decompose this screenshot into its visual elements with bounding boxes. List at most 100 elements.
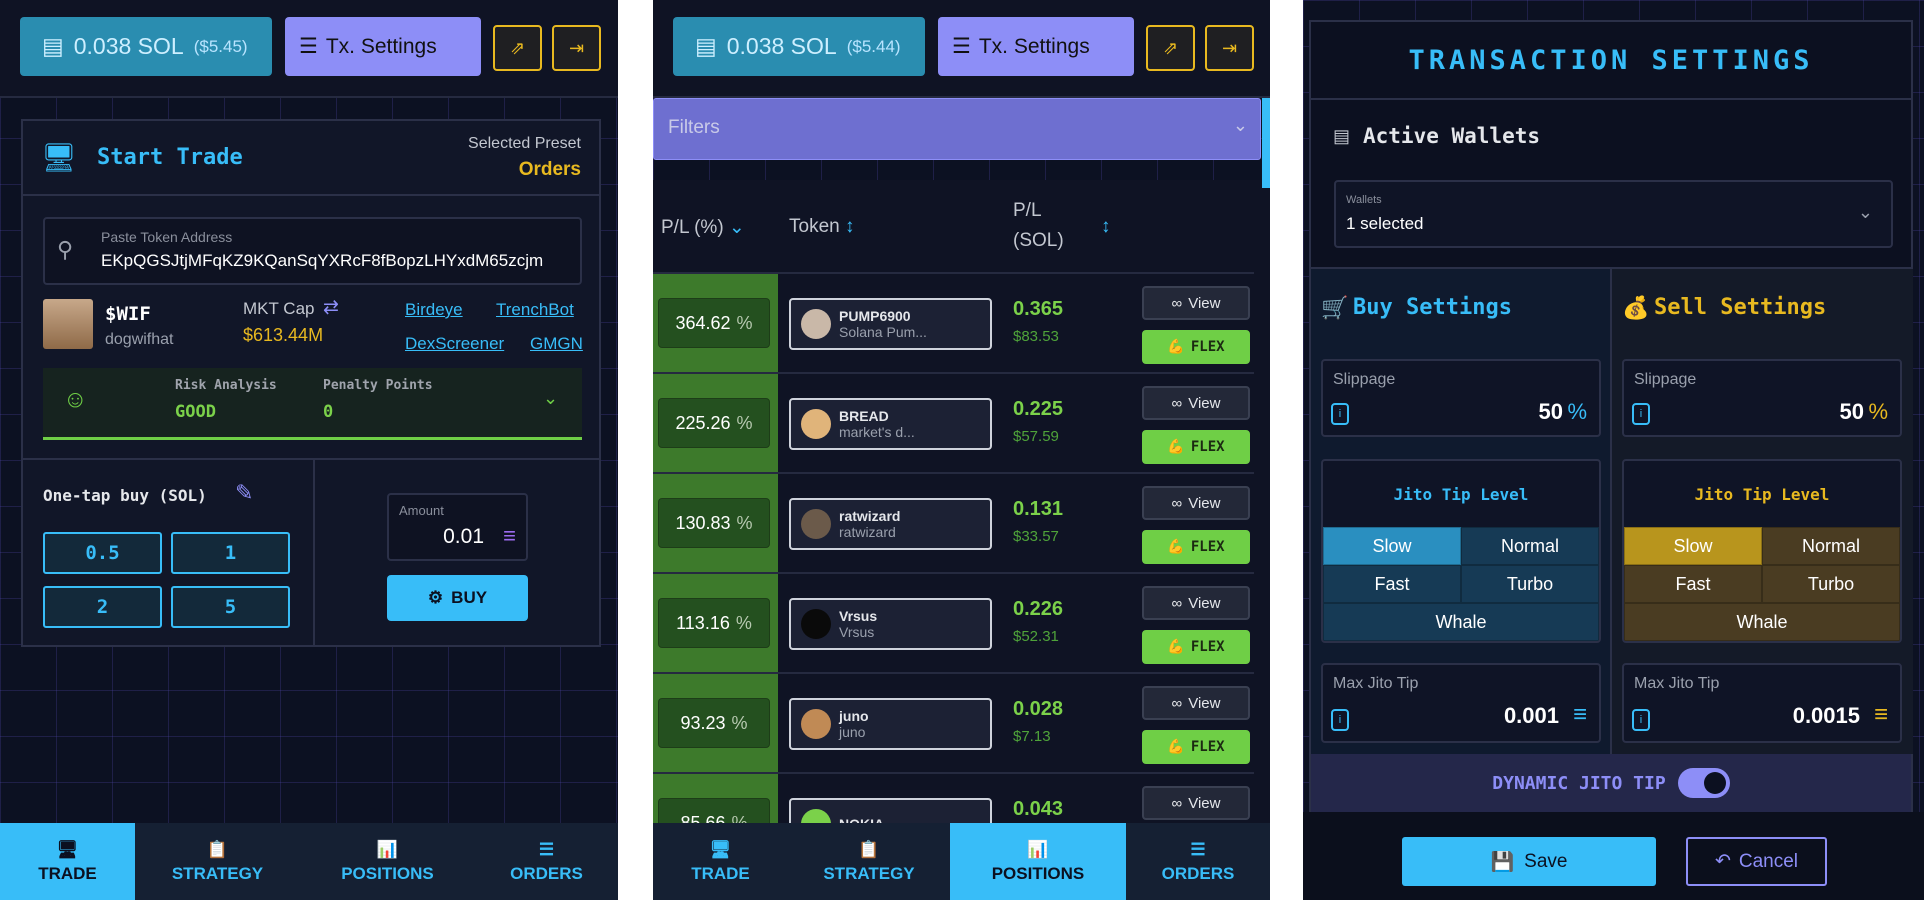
jito-level-whale[interactable]: Whale: [1624, 603, 1900, 641]
trade-monitor-icon: 🖥: [41, 142, 77, 173]
jito-level-fast[interactable]: Fast: [1624, 565, 1762, 603]
preset-value[interactable]: Orders: [518, 159, 581, 180]
tab-orders[interactable]: ☰ ORDERS: [475, 823, 618, 900]
pencil-icon[interactable]: ✎: [235, 480, 254, 505]
save-button[interactable]: 💾 Save: [1402, 837, 1656, 886]
quick-buy-2[interactable]: 2: [43, 586, 162, 628]
pl-pct-badge: 85.66%: [658, 798, 770, 823]
column-pl-pct[interactable]: P/L (%) ⌄: [661, 216, 745, 239]
jito-level-turbo[interactable]: Turbo: [1461, 565, 1599, 603]
max-tip-label: Max Jito Tip: [1333, 675, 1419, 692]
chevron-down-icon[interactable]: ⌄: [543, 388, 559, 408]
sell-slippage-input[interactable]: Slippage i 50 %: [1622, 359, 1902, 437]
tab-orders[interactable]: ☰ ORDERS: [1126, 823, 1270, 900]
link-gmgn[interactable]: GMGN: [530, 334, 583, 353]
view-label: View: [1188, 394, 1221, 412]
cancel-button[interactable]: ↶ Cancel: [1686, 837, 1827, 886]
floppy-disk-icon: 💾: [1490, 851, 1515, 873]
popout-icon[interactable]: ⇗: [1146, 25, 1195, 71]
transaction-settings-screen: TRANSACTION SETTINGS ▤ Active Wallets Wa…: [1303, 0, 1924, 900]
view-button[interactable]: ∞ View: [1142, 686, 1250, 720]
flex-button[interactable]: 💪 FLEX: [1142, 330, 1250, 364]
quick-buy-1[interactable]: 1: [171, 532, 290, 574]
flex-button[interactable]: 💪 FLEX: [1142, 730, 1250, 764]
tab-strategy[interactable]: 📋 STRATEGY: [135, 823, 300, 900]
pl-usd-value: $33.57: [1013, 528, 1059, 545]
buy-max-jito-tip-input[interactable]: Max Jito Tip i 0.001 ≡: [1321, 663, 1601, 743]
info-icon[interactable]: i: [1331, 403, 1349, 425]
scrollbar[interactable]: [1262, 98, 1270, 823]
binoculars-icon: ∞: [1171, 794, 1183, 812]
percent-sign: %: [731, 712, 748, 733]
jito-level-fast[interactable]: Fast: [1323, 565, 1461, 603]
undo-icon: ↶: [1714, 851, 1731, 872]
flex-button[interactable]: 💪 FLEX: [1142, 630, 1250, 664]
jito-level-whale[interactable]: Whale: [1323, 603, 1599, 641]
sidebar-toggle-icon[interactable]: ⇥: [552, 25, 601, 71]
max-tip-label: Max Jito Tip: [1634, 675, 1720, 692]
clipboard-icon: 📋: [858, 839, 880, 859]
jito-level-normal[interactable]: Normal: [1762, 527, 1900, 565]
quick-buy-5[interactable]: 5: [171, 586, 290, 628]
risk-analysis-bar[interactable]: ☺ Risk Analysis GOOD Penalty Points 0 ⌄: [43, 368, 582, 440]
wallet-balance-button[interactable]: ▤ 0.038 SOL ($5.45): [20, 17, 272, 76]
link-dexscreener[interactable]: DexScreener: [405, 334, 505, 353]
pl-cell: 130.83%: [653, 474, 778, 572]
tab-positions[interactable]: 📊 POSITIONS: [300, 823, 475, 900]
jito-level-slow[interactable]: Slow: [1624, 527, 1762, 565]
tab-trade[interactable]: 🖥 TRADE: [653, 823, 788, 900]
jito-level-slow[interactable]: Slow: [1323, 527, 1461, 565]
view-button[interactable]: ∞ View: [1142, 486, 1250, 520]
wallet-balance-button[interactable]: ▤ 0.038 SOL ($5.44): [673, 17, 925, 76]
tab-strategy[interactable]: 📋 STRATEGY: [788, 823, 950, 900]
jito-level-normal[interactable]: Normal: [1461, 527, 1599, 565]
filters-dropdown[interactable]: Filters ⌄: [653, 98, 1261, 160]
jito-level-turbo[interactable]: Turbo: [1762, 565, 1900, 603]
popout-icon[interactable]: ⇗: [493, 25, 542, 71]
binoculars-icon: ∞: [1171, 494, 1183, 512]
view-button[interactable]: ∞ View: [1142, 786, 1250, 820]
token-address-input[interactable]: ⚲ Paste Token Address EKpQGSJtjMFqKZ9KQa…: [43, 217, 582, 285]
info-icon[interactable]: i: [1632, 709, 1650, 731]
info-icon[interactable]: i: [1331, 709, 1349, 731]
view-button[interactable]: ∞ View: [1142, 586, 1250, 620]
amount-input[interactable]: Amount 0.01 ≡: [387, 493, 528, 561]
buy-button[interactable]: ⚙ BUY: [387, 575, 528, 621]
tab-positions[interactable]: 📊 POSITIONS: [950, 823, 1126, 900]
token-chip[interactable]: BREAD market's d...: [789, 398, 992, 450]
table-header: P/L (%) ⌄ Token ↕ P/L (SOL) ↕: [653, 180, 1262, 272]
binoculars-icon: ∞: [1171, 294, 1183, 312]
tab-trade[interactable]: 🖥 TRADE: [0, 823, 135, 900]
token-chip[interactable]: Vrsus Vrsus: [789, 598, 992, 650]
save-label: Save: [1524, 850, 1568, 872]
sort-icon[interactable]: ↕: [1101, 216, 1111, 237]
token-chip[interactable]: NOKIA: [789, 798, 992, 823]
sidebar-toggle-icon[interactable]: ⇥: [1205, 25, 1254, 71]
buy-slippage-input[interactable]: Slippage i 50 %: [1321, 359, 1601, 437]
token-chip[interactable]: PUMP6900 Solana Pum...: [789, 298, 992, 350]
view-button[interactable]: ∞ View: [1142, 286, 1250, 320]
token-chip[interactable]: ratwizard ratwizard: [789, 498, 992, 550]
info-icon[interactable]: i: [1632, 403, 1650, 425]
sell-settings: 💰 Sell Settings Slippage i 50 % Jito Tip…: [1612, 267, 1913, 754]
wallets-value: 1 selected: [1346, 214, 1424, 233]
column-pl-sol[interactable]: P/L (SOL): [1013, 200, 1064, 251]
column-token[interactable]: Token ↕: [789, 216, 854, 238]
flex-button[interactable]: 💪 FLEX: [1142, 430, 1250, 464]
link-birdeye[interactable]: Birdeye: [405, 300, 463, 319]
quick-buy-0.5[interactable]: 0.5: [43, 532, 162, 574]
dynamic-jito-toggle[interactable]: [1677, 768, 1730, 798]
token-symbol: $WIF: [105, 303, 151, 325]
sell-max-jito-tip-input[interactable]: Max Jito Tip i 0.0015 ≡: [1622, 663, 1902, 743]
flex-button[interactable]: 💪 FLEX: [1142, 530, 1250, 564]
scrollbar-thumb[interactable]: [1262, 98, 1270, 188]
percent-sign: %: [736, 512, 753, 533]
token-chip[interactable]: juno juno: [789, 698, 992, 750]
tx-settings-button[interactable]: ☰ Tx. Settings: [938, 17, 1134, 76]
view-button[interactable]: ∞ View: [1142, 386, 1250, 420]
wallets-select[interactable]: Wallets 1 selected ⌄: [1334, 180, 1893, 248]
tx-settings-button[interactable]: ☰ Tx. Settings: [285, 17, 481, 76]
table-row: 85.66%NOKIA0.043∞View💪FLEX: [653, 772, 1254, 823]
swap-icon[interactable]: ⇄: [323, 297, 339, 318]
link-trenchbot[interactable]: TrenchBot: [496, 300, 574, 319]
